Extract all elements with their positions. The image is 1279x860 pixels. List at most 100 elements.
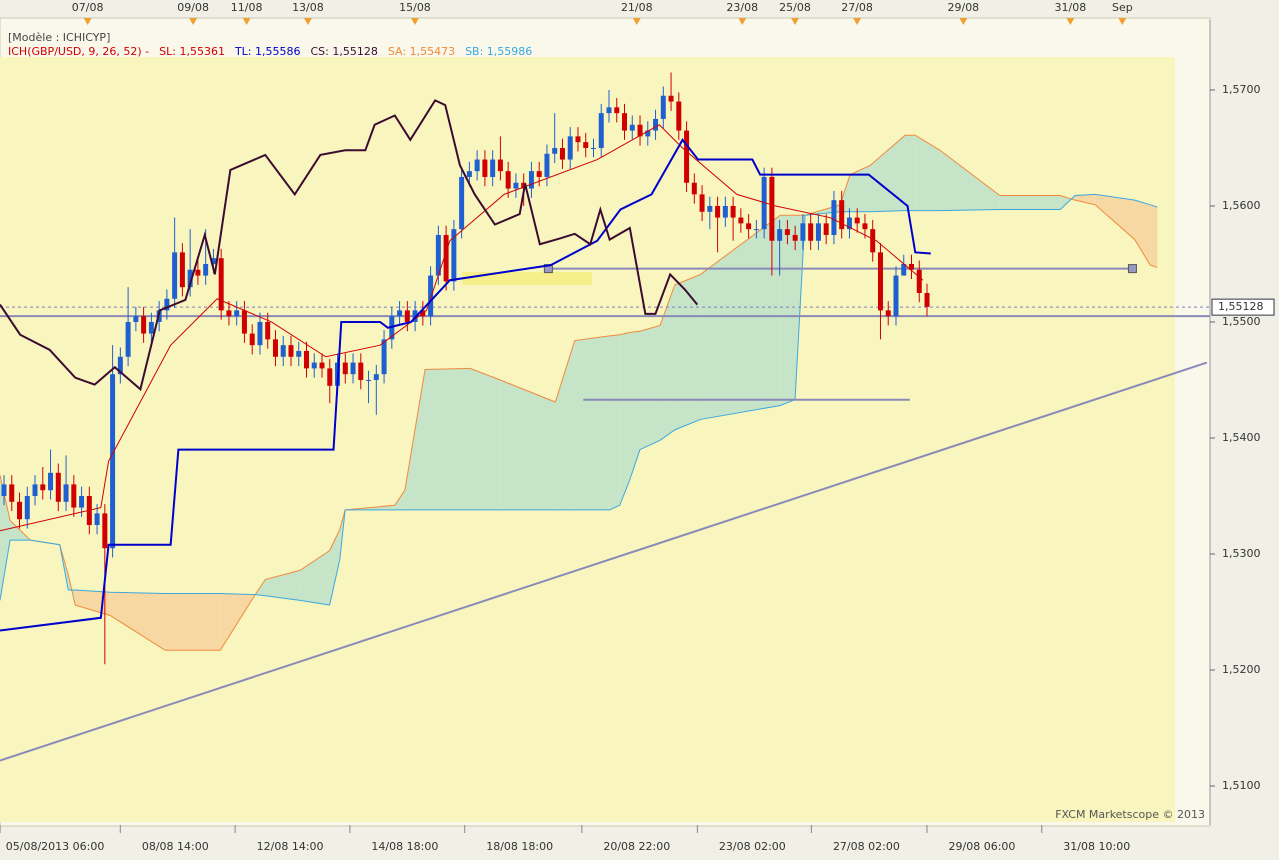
x2-tick-label: 15/08 — [399, 1, 431, 14]
candle-body — [218, 258, 224, 311]
candle-body — [684, 130, 690, 183]
cloud-fill — [1095, 194, 1135, 240]
candle-body — [350, 362, 356, 375]
candle-body — [753, 229, 759, 231]
cloud-fill — [394, 490, 405, 510]
cloud-fill — [425, 368, 471, 510]
legend-entry: SB: 1,55986 — [465, 45, 532, 58]
x2-tick-label: 23/08 — [726, 1, 758, 14]
candle-body — [544, 153, 550, 177]
candle-body — [327, 368, 333, 386]
candle-body — [117, 356, 123, 375]
candle-body — [862, 223, 868, 230]
cloud-fill — [639, 325, 661, 450]
x2-tick-label: Sep — [1112, 1, 1133, 14]
candle-body — [606, 107, 612, 114]
candle-body — [536, 171, 542, 177]
candle-body — [257, 321, 263, 346]
y-tick-label: 1,5600 — [1222, 199, 1261, 212]
candle-body — [459, 176, 465, 230]
indicator-line — [0, 99, 699, 392]
cloud-fill — [500, 379, 556, 510]
x2-tick-marker — [632, 18, 641, 25]
candle-body — [110, 374, 116, 549]
drawing-handle — [1127, 264, 1137, 274]
candle-body — [528, 171, 534, 189]
candle-body — [164, 298, 170, 311]
candle-body — [839, 200, 845, 230]
y-tick-label: 1,5400 — [1222, 431, 1261, 444]
cloud-fill — [700, 215, 781, 420]
legend-entry: SA: 1,55473 — [388, 45, 455, 58]
candle-body — [148, 321, 154, 334]
highlight-box — [462, 272, 592, 285]
candle-body — [226, 310, 232, 317]
x2-tick-marker — [410, 18, 419, 25]
x2-tick-marker — [303, 18, 312, 25]
candle-body — [769, 176, 775, 241]
indicator-line — [0, 138, 931, 632]
candle-body — [342, 362, 348, 375]
candle-body — [48, 472, 54, 491]
candle-body — [668, 95, 674, 102]
cloud-fill — [165, 593, 221, 651]
candle-body — [715, 205, 721, 218]
x-tick-label: 29/08 06:00 — [949, 840, 1016, 853]
candle-body — [319, 362, 325, 369]
candle-body — [32, 484, 38, 496]
candle-body — [63, 484, 69, 502]
candle-body — [358, 362, 364, 380]
candle-body — [870, 229, 876, 253]
legend-entry: SL: 1,55361 — [159, 45, 225, 58]
candle-body — [691, 182, 697, 195]
y-tick-label: 1,5300 — [1222, 547, 1261, 560]
candle-body — [24, 495, 30, 520]
candle-body — [761, 176, 767, 230]
candle-body — [552, 147, 558, 154]
cloud-fill — [300, 550, 330, 606]
x2-tick-marker — [791, 18, 800, 25]
x2-tick-marker — [1118, 18, 1127, 25]
cloud-fill — [470, 368, 501, 510]
cloud-fill — [555, 340, 575, 510]
candle-body — [288, 345, 294, 357]
candle-body — [1, 484, 7, 496]
candle-body — [598, 113, 604, 148]
x-tick-label: 23/08 02:00 — [719, 840, 786, 853]
candle-body — [296, 350, 302, 357]
x2-tick-label: 31/08 — [1055, 1, 1087, 14]
candle-body — [699, 194, 705, 212]
cloud-fill — [1150, 204, 1158, 268]
x2-tick-label: 11/08 — [231, 1, 263, 14]
candle-body — [637, 124, 643, 137]
cloud-fill — [329, 529, 340, 606]
x-tick-label: 18/08 18:00 — [486, 840, 553, 853]
x2-tick-label: 29/08 — [947, 1, 979, 14]
candle-body — [567, 136, 573, 160]
plot-layer — [0, 72, 1210, 762]
x2-tick-label: 07/08 — [72, 1, 104, 14]
candle-body — [645, 130, 651, 137]
candle-body — [412, 310, 418, 322]
candle-body — [451, 229, 457, 282]
candle-body — [373, 374, 379, 380]
candle-body — [404, 310, 410, 322]
candle-body — [172, 252, 178, 299]
x2-tick-marker — [242, 18, 251, 25]
x2-tick-marker — [853, 18, 862, 25]
candle-body — [583, 142, 589, 148]
candle-body — [808, 223, 814, 241]
candle-body — [831, 200, 837, 235]
candle-body — [272, 339, 278, 357]
candle-body — [210, 258, 216, 264]
senkou-line — [0, 134, 1158, 651]
candle-body — [381, 339, 387, 375]
footer: FXCM Marketscope © 2013 — [1055, 808, 1205, 821]
candle-body — [823, 223, 829, 235]
y-tick-label: 1,5500 — [1222, 315, 1261, 328]
cloud-fill — [780, 215, 796, 406]
candle-body — [265, 321, 271, 340]
x-tick-label: 27/08 02:00 — [833, 840, 900, 853]
candle-body — [474, 159, 480, 172]
